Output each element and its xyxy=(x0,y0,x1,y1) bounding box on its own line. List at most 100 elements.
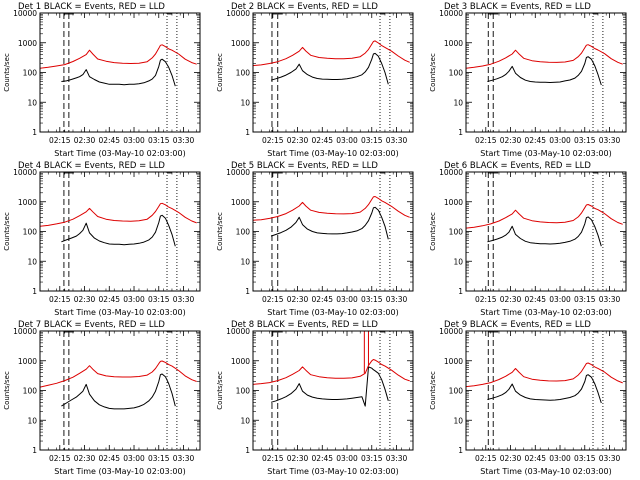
y-tick-label: 10000 xyxy=(13,327,37,336)
lld-spike-mark xyxy=(363,331,369,374)
y-axis-label: Counts/sec xyxy=(216,53,224,92)
panel-title: Det 6 BLACK = Events, RED = LLD xyxy=(444,161,591,171)
x-tick-label: 02:15 xyxy=(475,295,497,304)
chart-panel: Det 8 BLACK = Events, RED = LLD Counts/se… xyxy=(216,320,414,476)
x-tick-label: 03:00 xyxy=(123,454,145,463)
events-series-line xyxy=(270,366,389,407)
x-tick-label: 03:30 xyxy=(599,136,621,145)
x-tick-label: 02:30 xyxy=(287,295,309,304)
x-tick-label: 02:30 xyxy=(500,136,522,145)
events-series-line xyxy=(487,216,602,247)
y-axis-label: Counts/sec xyxy=(429,371,437,410)
y-tick-label: 100 xyxy=(23,387,38,396)
x-tick-label: 02:45 xyxy=(524,454,546,463)
x-tick-label: 03:30 xyxy=(599,454,621,463)
y-axis-label: Counts/sec xyxy=(3,212,11,251)
x-axis-label: Start Time (03-May-10 02:03:00) xyxy=(480,149,611,158)
x-tick-label: 02:45 xyxy=(311,295,333,304)
x-tick-label: 03:15 xyxy=(574,454,596,463)
y-tick-label: 10000 xyxy=(439,327,463,336)
y-axis-label: Counts/sec xyxy=(3,371,11,410)
y-tick-label: 1 xyxy=(245,287,250,296)
y-tick-label: 10000 xyxy=(439,168,463,177)
x-tick-label: 02:45 xyxy=(311,136,333,145)
x-tick-label: 02:30 xyxy=(500,454,522,463)
chart-panel: Det 2 BLACK = Events, RED = LLD Counts/se… xyxy=(216,2,414,158)
x-axis-label: Start Time (03-May-10 02:03:00) xyxy=(267,467,398,476)
y-tick-label: 100 xyxy=(236,69,251,78)
lld-series-line xyxy=(466,204,623,229)
y-tick-label: 10 xyxy=(27,98,37,107)
y-axis-label: Counts/sec xyxy=(429,212,437,251)
chart-panel: Det 1 BLACK = Events, RED = LLD Counts/se… xyxy=(3,2,201,158)
x-tick-label: 02:15 xyxy=(475,136,497,145)
events-series-line xyxy=(487,374,602,404)
panel-title: Det 9 BLACK = Events, RED = LLD xyxy=(444,320,591,330)
plot-frame xyxy=(39,12,201,133)
y-tick-label: 1 xyxy=(245,128,250,137)
x-tick-label: 03:15 xyxy=(361,136,383,145)
x-tick-label: 02:45 xyxy=(524,295,546,304)
chart-panel: Det 5 BLACK = Events, RED = LLD Counts/se… xyxy=(216,161,414,317)
x-tick-label: 02:15 xyxy=(262,136,284,145)
plot-frame xyxy=(252,171,414,292)
y-axis-label: Counts/sec xyxy=(216,371,224,410)
x-tick-label: 02:30 xyxy=(74,295,96,304)
x-tick-label: 03:00 xyxy=(123,136,145,145)
y-tick-label: 10000 xyxy=(13,9,37,18)
lld-series-line xyxy=(253,359,410,385)
y-tick-label: 10 xyxy=(240,98,250,107)
plot-frame xyxy=(39,171,201,292)
x-tick-label: 02:45 xyxy=(98,136,120,145)
x-tick-label: 03:00 xyxy=(549,454,571,463)
events-series-line xyxy=(270,52,389,85)
events-series-line xyxy=(270,206,389,240)
y-tick-label: 1000 xyxy=(231,357,250,366)
y-tick-label: 1000 xyxy=(18,357,37,366)
x-tick-label: 03:30 xyxy=(599,295,621,304)
y-tick-label: 1000 xyxy=(18,198,37,207)
y-tick-label: 1000 xyxy=(231,198,250,207)
lld-series-line xyxy=(253,40,410,67)
x-axis-label: Start Time (03-May-10 02:03:00) xyxy=(54,467,185,476)
y-tick-label: 10 xyxy=(453,98,463,107)
y-tick-label: 1000 xyxy=(444,39,463,48)
events-series-line xyxy=(61,214,176,247)
y-tick-label: 100 xyxy=(236,387,251,396)
x-axis-label: Start Time (03-May-10 02:03:00) xyxy=(54,149,185,158)
y-tick-label: 10 xyxy=(240,416,250,425)
y-tick-label: 1000 xyxy=(444,198,463,207)
y-tick-label: 10000 xyxy=(439,9,463,18)
x-tick-label: 02:45 xyxy=(524,136,546,145)
panel-title: Det 8 BLACK = Events, RED = LLD xyxy=(231,320,378,330)
y-tick-label: 1 xyxy=(245,446,250,455)
x-tick-label: 03:15 xyxy=(148,295,170,304)
x-tick-label: 03:00 xyxy=(549,136,571,145)
lld-series-line xyxy=(253,196,410,221)
x-tick-label: 02:15 xyxy=(49,136,71,145)
chart-panel: Det 6 BLACK = Events, RED = LLD Counts/se… xyxy=(429,161,627,317)
y-tick-label: 1 xyxy=(32,287,37,296)
lld-series-line xyxy=(466,362,623,388)
lld-series-line xyxy=(40,360,197,388)
y-tick-label: 1 xyxy=(458,128,463,137)
x-tick-label: 03:00 xyxy=(336,136,358,145)
y-tick-label: 1 xyxy=(32,128,37,137)
lld-series-line xyxy=(40,202,197,227)
x-tick-label: 03:30 xyxy=(386,454,408,463)
events-series-line xyxy=(487,56,602,86)
x-tick-label: 03:30 xyxy=(173,295,195,304)
x-tick-label: 03:00 xyxy=(336,454,358,463)
chart-panel: Det 7 BLACK = Events, RED = LLD Counts/se… xyxy=(3,320,201,476)
panel-title: Det 7 BLACK = Events, RED = LLD xyxy=(18,320,165,330)
x-tick-label: 02:30 xyxy=(74,454,96,463)
y-tick-label: 1 xyxy=(458,446,463,455)
y-axis-label: Counts/sec xyxy=(3,53,11,92)
x-tick-label: 02:15 xyxy=(262,295,284,304)
x-tick-label: 03:00 xyxy=(123,295,145,304)
y-tick-label: 1000 xyxy=(18,39,37,48)
lld-series-line xyxy=(40,44,197,69)
x-axis-label: Start Time (03-May-10 02:03:00) xyxy=(480,308,611,317)
y-tick-label: 10 xyxy=(453,257,463,266)
x-tick-label: 03:15 xyxy=(148,136,170,145)
